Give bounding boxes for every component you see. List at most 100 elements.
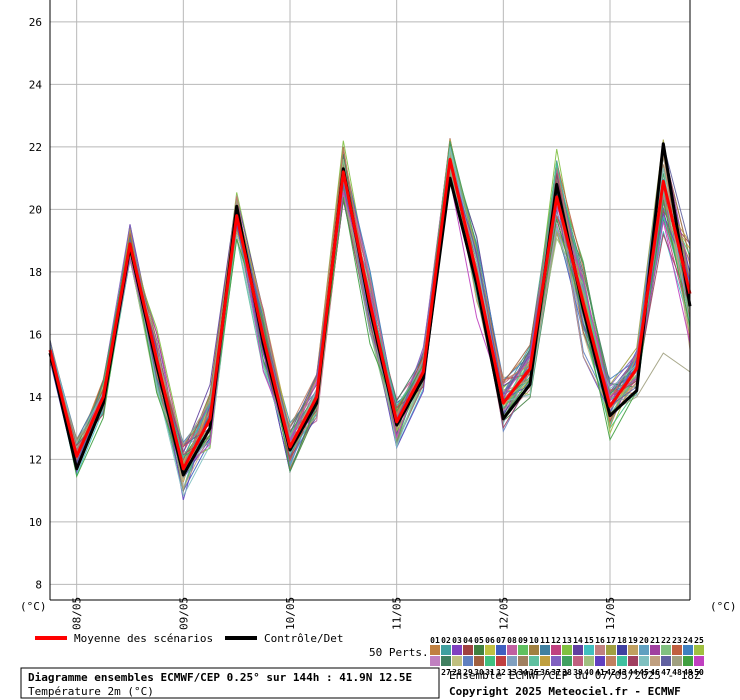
member-swatch-38 — [562, 656, 572, 666]
member-swatch-label-33: 33 — [507, 668, 517, 677]
member-swatch-label-44: 44 — [628, 668, 638, 677]
member-swatch-17 — [606, 645, 616, 655]
member-swatch-30 — [474, 656, 484, 666]
member-swatch-label-23: 23 — [672, 636, 682, 645]
date-label-08-05: 08/05 — [71, 597, 84, 630]
member-swatch-46 — [650, 656, 660, 666]
copyright: Copyright 2025 Meteociel.fr - ECMWF — [449, 685, 681, 698]
member-swatch-label-04: 04 — [463, 636, 473, 645]
member-swatch-label-16: 16 — [595, 636, 605, 645]
member-swatch-label-43: 43 — [617, 668, 627, 677]
y-tick-label-8: 8 — [35, 578, 42, 591]
member-swatch-16 — [595, 645, 605, 655]
member-swatch-label-24: 24 — [683, 636, 693, 645]
y-tick-label-16: 16 — [29, 328, 42, 341]
date-label-11-05: 11/05 — [391, 597, 404, 630]
member-swatch-label-36: 36 — [540, 668, 550, 677]
member-swatch-42 — [606, 656, 616, 666]
member-swatch-15 — [584, 645, 594, 655]
member-swatch-label-06: 06 — [485, 636, 495, 645]
member-swatch-26 — [430, 656, 440, 666]
member-swatch-label-07: 07 — [496, 636, 506, 645]
legend-mean-label: Moyenne des scénarios — [74, 632, 213, 645]
member-swatch-11 — [540, 645, 550, 655]
member-swatch-label-08: 08 — [507, 636, 517, 645]
member-swatch-label-01: 01 — [430, 636, 440, 645]
member-swatch-22 — [661, 645, 671, 655]
member-swatch-label-14: 14 — [573, 636, 583, 645]
member-swatch-label-46: 46 — [650, 668, 660, 677]
member-swatch-44 — [628, 656, 638, 666]
member-swatch-label-09: 09 — [518, 636, 528, 645]
member-swatch-39 — [573, 656, 583, 666]
member-swatch-label-39: 39 — [573, 668, 583, 677]
member-swatch-24 — [683, 645, 693, 655]
member-swatch-14 — [573, 645, 583, 655]
legend-control-swatch — [225, 636, 257, 640]
main-lines — [48, 142, 692, 477]
member-swatch-43 — [617, 656, 627, 666]
member-swatch-label-18: 18 — [617, 636, 627, 645]
member-swatch-08 — [507, 645, 517, 655]
y-tick-label-20: 20 — [29, 203, 42, 216]
y-tick-label-24: 24 — [29, 78, 43, 91]
y-axis-unit-left: (°C) — [20, 600, 47, 613]
date-label-12-05: 12/05 — [497, 597, 510, 630]
member-swatch-label-31: 31 — [485, 668, 495, 677]
member-swatch-label-05: 05 — [474, 636, 484, 645]
legend-mean-swatch — [35, 636, 67, 640]
member-swatch-label-27: 27 — [441, 668, 451, 677]
member-swatch-label-42: 42 — [606, 668, 616, 677]
member-swatch-20 — [639, 645, 649, 655]
member-swatch-36 — [540, 656, 550, 666]
y-tick-label-10: 10 — [29, 516, 42, 529]
date-label-13-05: 13/05 — [604, 597, 617, 630]
member-swatch-label-21: 21 — [650, 636, 660, 645]
member-swatch-29 — [463, 656, 473, 666]
member-swatch-label-35: 35 — [529, 668, 539, 677]
y-tick-label-14: 14 — [29, 391, 43, 404]
member-swatch-48 — [672, 656, 682, 666]
member-swatch-23 — [672, 645, 682, 655]
member-swatch-label-48: 48 — [672, 668, 682, 677]
member-swatch-label-40: 40 — [584, 668, 594, 677]
member-swatch-21 — [650, 645, 660, 655]
member-swatch-09 — [518, 645, 528, 655]
member-swatch-label-10: 10 — [529, 636, 539, 645]
axes — [49, 0, 691, 601]
date-label-10-05: 10/05 — [284, 597, 297, 630]
member-swatch-47 — [661, 656, 671, 666]
member-swatch-45 — [639, 656, 649, 666]
run-info: Ensemble ECMWF/CEP du 07/05/2025 - 18Z — [449, 669, 701, 682]
member-swatch-label-25: 25 — [694, 636, 704, 645]
member-swatch-label-12: 12 — [551, 636, 561, 645]
member-swatch-label-29: 29 — [463, 668, 473, 677]
mean-line — [48, 157, 692, 471]
member-swatch-33 — [507, 656, 517, 666]
chart-subtitle: Température 2m (°C) — [28, 685, 154, 698]
member-swatch-37 — [551, 656, 561, 666]
member-swatch-02 — [441, 645, 451, 655]
member-swatch-label-45: 45 — [639, 668, 649, 677]
member-swatch-49 — [683, 656, 693, 666]
member-swatch-label-38: 38 — [562, 668, 572, 677]
member-swatch-label-22: 22 — [661, 636, 671, 645]
member-swatch-31 — [485, 656, 495, 666]
member-swatch-label-49: 49 — [683, 668, 693, 677]
member-swatch-label-34: 34 — [518, 668, 528, 677]
member-swatch-05 — [474, 645, 484, 655]
member-swatch-label-30: 30 — [474, 668, 484, 677]
member-swatch-label-15: 15 — [584, 636, 594, 645]
member-swatch-28 — [452, 656, 462, 666]
member-swatch-label-17: 17 — [606, 636, 616, 645]
footer: Diagramme ensembles ECMWF/CEP 0.25° sur … — [20, 667, 701, 699]
date-label-09-05: 09/05 — [177, 597, 190, 630]
member-swatch-07 — [496, 645, 506, 655]
member-swatch-label-11: 11 — [540, 636, 550, 645]
member-swatch-10 — [529, 645, 539, 655]
member-swatch-40 — [584, 656, 594, 666]
member-swatch-27 — [441, 656, 451, 666]
member-swatch-18 — [617, 645, 627, 655]
member-swatch-01 — [430, 645, 440, 655]
member-swatch-label-19: 19 — [628, 636, 638, 645]
